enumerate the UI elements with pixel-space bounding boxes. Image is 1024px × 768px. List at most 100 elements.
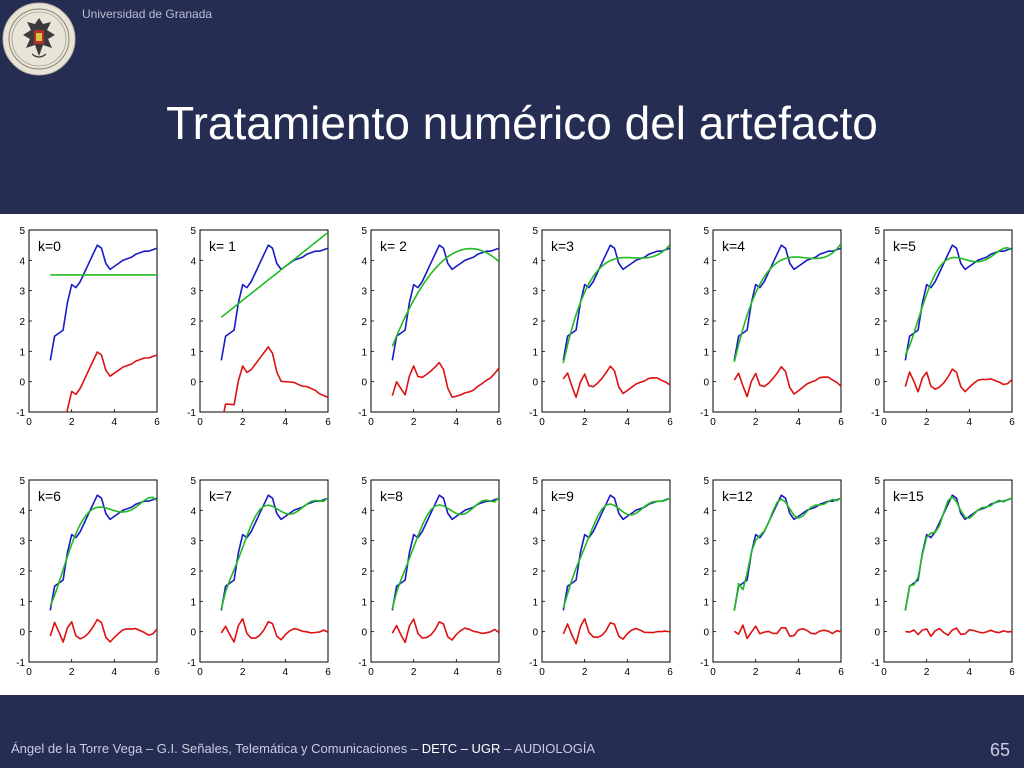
plot-frame xyxy=(712,479,842,663)
polynomial-fit-line xyxy=(562,244,670,364)
series-group xyxy=(220,231,328,412)
x-tick-label: 2 xyxy=(411,417,417,428)
residual-line xyxy=(66,351,157,412)
residual-line xyxy=(733,624,841,640)
x-tick-label: 0 xyxy=(539,417,545,428)
y-tick-label: 1 xyxy=(703,597,709,608)
x-tick-label: 4 xyxy=(112,667,118,678)
y-tick-label: 5 xyxy=(361,476,367,487)
subplot-label: k=5 xyxy=(893,238,916,254)
x-tick-label: 2 xyxy=(240,417,246,428)
footer-dept: DETC – UGR xyxy=(421,741,501,756)
x-tick-label: 4 xyxy=(625,417,631,428)
x-tick-label: 0 xyxy=(881,667,887,678)
plot-frame xyxy=(712,229,842,413)
y-tick-label: 1 xyxy=(874,347,880,358)
x-tick-label: 0 xyxy=(710,667,716,678)
y-tick-label: -1 xyxy=(529,658,538,669)
y-tick-label: 2 xyxy=(703,317,709,328)
series-group xyxy=(904,494,1012,638)
y-tick-label: 2 xyxy=(532,317,538,328)
x-tick-label: 6 xyxy=(325,667,331,678)
y-tick-label: 4 xyxy=(874,506,880,517)
slide-title: Tratamiento numérico del artefacto xyxy=(166,97,878,149)
x-tick-label: 4 xyxy=(967,667,973,678)
residual-line xyxy=(562,618,670,645)
x-tick-label: 0 xyxy=(710,417,716,428)
residual-line xyxy=(49,618,157,643)
plot-frame xyxy=(883,229,1013,413)
x-tick-label: 4 xyxy=(454,417,460,428)
y-tick-label: 4 xyxy=(703,256,709,267)
y-tick-label: 0 xyxy=(703,628,709,639)
y-tick-label: 3 xyxy=(874,537,880,548)
y-tick-label: 4 xyxy=(874,256,880,267)
y-tick-label: 1 xyxy=(703,347,709,358)
residual-line xyxy=(220,618,328,643)
y-tick-label: 2 xyxy=(190,317,196,328)
x-tick-label: 2 xyxy=(753,417,759,428)
series-group xyxy=(391,494,499,644)
x-tick-label: 6 xyxy=(1009,417,1015,428)
y-tick-label: 5 xyxy=(532,476,538,487)
y-tick-label: 1 xyxy=(874,597,880,608)
series-group xyxy=(904,244,1012,393)
y-tick-label: 0 xyxy=(874,378,880,389)
y-tick-label: 3 xyxy=(190,537,196,548)
x-tick-label: 4 xyxy=(625,667,631,678)
y-tick-label: 4 xyxy=(361,256,367,267)
y-tick-label: 3 xyxy=(532,537,538,548)
y-tick-label: 5 xyxy=(19,476,25,487)
plot-frame xyxy=(28,229,158,413)
polynomial-fit-line xyxy=(562,497,670,609)
series-group xyxy=(220,494,328,643)
x-tick-label: 2 xyxy=(582,667,588,678)
plot-frame xyxy=(199,229,329,413)
y-tick-label: 0 xyxy=(19,628,25,639)
y-tick-label: 4 xyxy=(190,256,196,267)
y-tick-label: 0 xyxy=(190,378,196,389)
x-tick-label: 0 xyxy=(197,417,203,428)
series-group xyxy=(733,243,841,398)
y-tick-label: -1 xyxy=(16,658,25,669)
series-group xyxy=(49,494,157,643)
residual-line xyxy=(562,365,670,399)
y-tick-label: 2 xyxy=(532,567,538,578)
y-tick-label: 0 xyxy=(19,378,25,389)
residual-line xyxy=(733,366,841,398)
subplot-label: k=8 xyxy=(380,488,403,504)
y-tick-label: 0 xyxy=(532,628,538,639)
y-tick-label: 3 xyxy=(874,287,880,298)
y-tick-label: 1 xyxy=(19,347,25,358)
residual-line xyxy=(391,618,499,644)
y-tick-label: 0 xyxy=(190,628,196,639)
x-tick-label: 0 xyxy=(26,667,32,678)
x-tick-label: 6 xyxy=(838,667,844,678)
x-tick-label: 0 xyxy=(368,667,374,678)
polynomial-fit-line xyxy=(49,496,157,607)
subplot-label: k=9 xyxy=(551,488,574,504)
x-tick-label: 2 xyxy=(582,417,588,428)
subplot-label: k=7 xyxy=(209,488,232,504)
y-tick-label: 5 xyxy=(190,476,196,487)
signal-line xyxy=(49,494,157,611)
polynomial-fit-line xyxy=(391,496,499,610)
y-tick-label: -1 xyxy=(187,408,196,419)
subplot-label: k=12 xyxy=(722,488,753,504)
y-tick-label: 0 xyxy=(532,378,538,389)
polynomial-fit-line xyxy=(733,243,841,363)
y-tick-label: 0 xyxy=(874,628,880,639)
y-tick-label: 5 xyxy=(703,226,709,237)
x-tick-label: 2 xyxy=(69,667,75,678)
y-tick-label: 3 xyxy=(532,287,538,298)
y-tick-label: 1 xyxy=(361,347,367,358)
x-tick-label: 0 xyxy=(197,667,203,678)
